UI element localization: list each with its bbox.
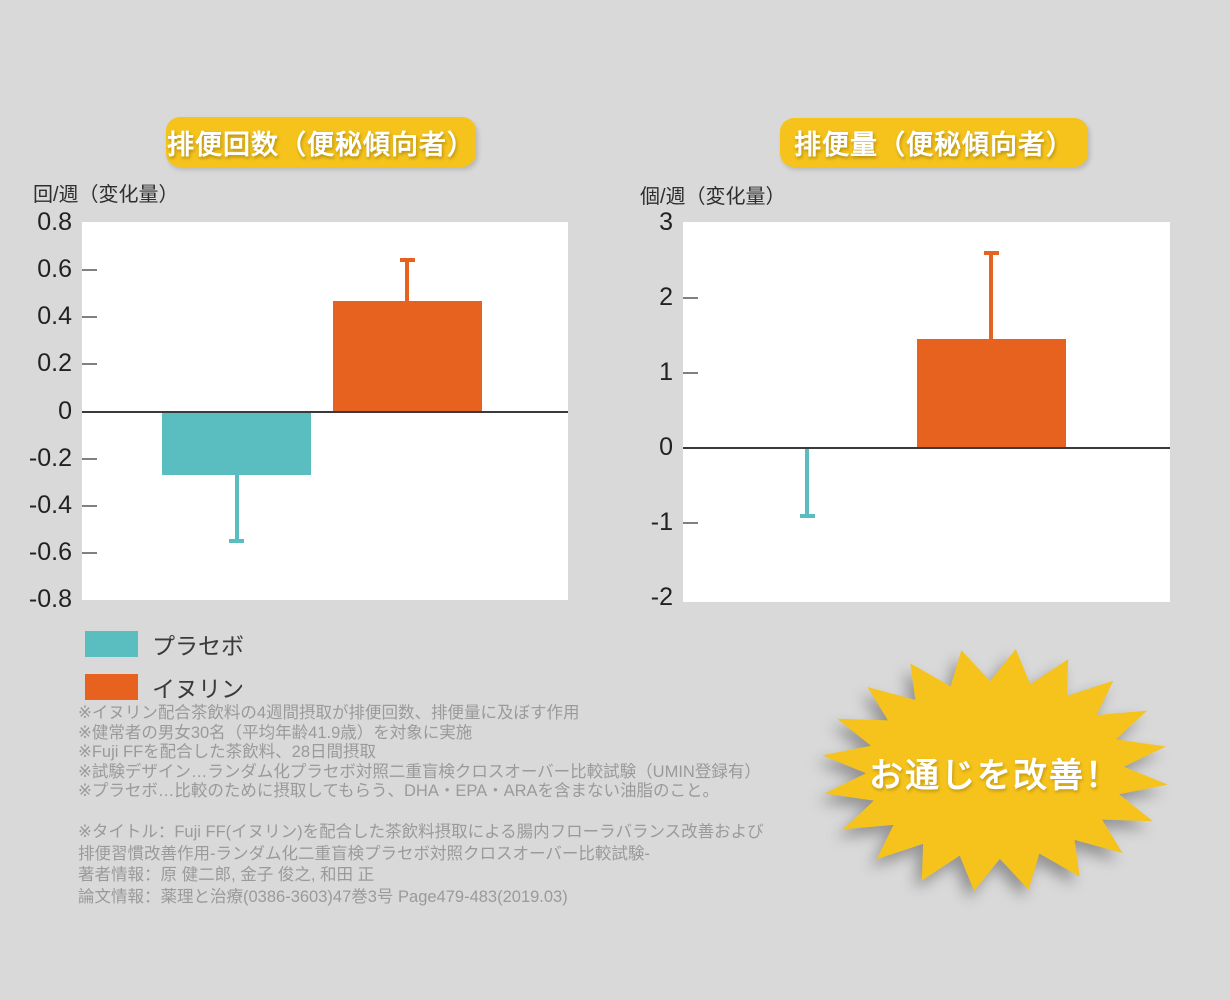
placebo-bar [162,411,311,476]
chart2-plot-area: 3 2 1 0 -1 -2 [651,210,1170,610]
y-tick-label: -1 [650,508,673,536]
starburst-label: お通じを改善！ [869,756,1121,795]
placebo-error-whisker [805,448,809,516]
inulin-error-whisker [405,260,409,301]
study-footnotes: ※イヌリン配合茶飲料の4週間摂取が排便回数、排便量に及ぼす作用 ※健常者の男女30… [78,704,761,802]
x-axis-zero-line [683,447,1170,449]
placebo-color-swatch [85,631,138,657]
y-tick-mark [683,297,698,299]
y-tick-label: 0.4 [37,302,72,331]
study-footnote-line: ※プラセボ…比較のために摂取してもらう、DHA・EPA・ARAを含まない油脂のこ… [78,782,720,800]
y-tick-label: 2 [659,283,673,311]
inulin-bar [916,339,1066,448]
y-tick-mark [82,457,97,460]
chart2-title-badge: 排便量（便秘傾向者） [780,118,1088,167]
y-tick-label: 0 [58,396,72,425]
study-footnote-line: ※Fuji FFを配合した茶飲料、28日間摂取 [78,743,377,761]
citation-footnote-line: 論文情報：薬理と治療(0386-3603)47巻3号 Page479-483(2… [78,887,568,906]
placebo-error-whisker-cap [229,539,244,544]
inulin-error-whisker [989,253,993,340]
placebo-error-whisker [234,475,239,542]
citation-footnote-line: 排便習慣改善作用-ランダム化二重盲検プラセボ対照クロスオーバー比較試験- [78,844,650,863]
y-tick-label: 3 [659,208,673,236]
y-tick-mark [82,316,97,319]
y-tick-label: 1 [659,358,673,386]
inulin-bar [332,300,482,412]
y-tick-label: -2 [650,583,673,611]
y-tick-label: -0.6 [28,538,72,567]
citation-footnotes: ※タイトル：Fuji FF(イヌリン)を配合した茶飲料摂取による腸内フローラバラ… [78,822,764,908]
y-tick-label: 0.6 [37,254,72,283]
chart1-title-badge: 排便回数（便秘傾向者） [166,117,476,167]
study-footnote-line: ※健常者の男女30名（平均年齢41.9歳）を対象に実施 [78,723,473,742]
starburst-shape [822,648,1168,892]
y-tick-label: -0.8 [28,585,72,614]
y-tick-label: -0.2 [28,443,72,472]
y-tick-label: -0.4 [28,490,72,519]
y-tick-mark [683,372,698,374]
chart1-y-axis-unit-label: 回/週（変化量） [33,184,179,206]
y-tick-label: 0.2 [37,349,72,378]
y-tick-mark [82,504,97,507]
legend-label-inulin: イヌリン [152,676,244,702]
legend: プラセボ イヌリン [85,627,244,713]
legend-label-placebo: プラセボ [152,633,244,659]
legend-row-placebo: プラセボ [85,627,244,661]
y-tick-mark [82,268,97,271]
y-tick-mark [683,522,698,524]
y-tick-mark [82,552,97,555]
y-tick-label: 0.8 [37,207,72,236]
y-tick-mark [82,363,97,366]
legend-row-inulin: イヌリン [85,670,244,704]
inulin-error-whisker-cap [983,251,999,255]
citation-footnote-line: ※タイトル：Fuji FF(イヌリン)を配合した茶飲料摂取による腸内フローラバラ… [78,823,764,841]
starburst-shape-svg [822,648,1168,892]
placebo-error-whisker-cap [799,513,815,518]
x-axis-zero-line [82,410,568,413]
starburst-badge: お通じを改善！ [813,640,1177,904]
citation-footnote-line: 著者情報：原 健二郎, 金子 俊之, 和田 正 [78,866,375,884]
study-footnote-line: ※イヌリン配合茶飲料の4週間摂取が排便回数、排便量に及ぼす作用 [78,704,580,722]
chart1-plot-area: 0.8 0.6 0.4 0.2 0 -0.2 -0.4 -0.6 -0.8 [29,209,568,612]
inulin-error-whisker-cap [399,258,415,263]
y-tick-label: 0 [659,433,673,461]
study-footnote-line: ※試験デザイン…ランダム化プラセボ対照二重盲検クロスオーバー比較試験（UMIN登… [78,762,761,781]
chart2-y-axis-unit-label: 個/週（変化量） [640,186,786,208]
inulin-color-swatch [85,674,138,700]
